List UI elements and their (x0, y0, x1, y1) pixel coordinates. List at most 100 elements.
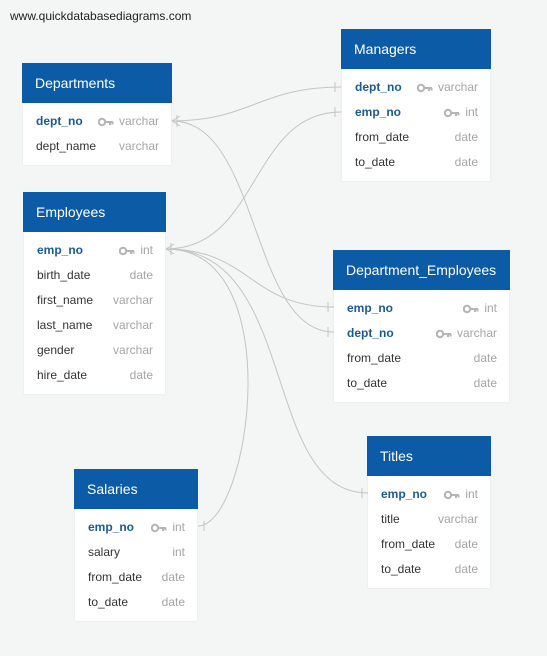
field-name: from_date (88, 570, 143, 584)
field-name: emp_no (88, 520, 135, 534)
field-list: emp_no int salary int from_date date to_date da… (75, 509, 197, 621)
field-type-wrapper: date (455, 150, 478, 175)
field-row-emp-no[interactable]: emp_no int (334, 296, 509, 321)
field-type-wrapper: date (130, 263, 153, 288)
field-type-wrapper: int (119, 238, 153, 263)
field-type: varchar (112, 343, 153, 357)
field-row-gender[interactable]: gender varchar (24, 338, 165, 363)
field-name: from_date (381, 537, 436, 551)
field-name: dept_no (347, 326, 394, 340)
field-row-to-date[interactable]: to_date date (342, 150, 490, 175)
field-row-emp-no[interactable]: emp_no int (342, 100, 490, 125)
field-row-dept-name[interactable]: dept_name varchar (23, 134, 171, 159)
crowsfoot-departments (171, 115, 181, 127)
field-row-hire-date[interactable]: hire_date date (24, 363, 165, 388)
field-row-emp-no[interactable]: emp_no int (24, 238, 165, 263)
field-type: int (140, 243, 153, 257)
field-name: from_date (355, 130, 410, 144)
table-departments[interactable]: Departments dept_no varchar dept_name varch… (22, 63, 172, 165)
field-row-salary[interactable]: salary int (75, 540, 197, 565)
field-name: first_name (37, 293, 94, 307)
table-title: Department_Employees (333, 250, 510, 290)
field-type-wrapper: date (474, 346, 497, 371)
field-name: dept_no (355, 80, 402, 94)
field-row-emp-no[interactable]: emp_no int (368, 482, 490, 507)
table-title: Salaries (74, 469, 198, 509)
link-dept-deptemp (171, 120, 335, 333)
field-row-title[interactable]: title varchar (368, 507, 490, 532)
table-title: Departments (22, 63, 172, 103)
field-type-wrapper: varchar (438, 507, 478, 532)
primary-key-icon (97, 117, 114, 127)
field-type: date (454, 130, 478, 144)
field-name: dept_no (36, 114, 83, 128)
field-name: emp_no (355, 105, 402, 119)
field-row-to-date[interactable]: to_date date (368, 557, 490, 582)
link-emp-titles (165, 248, 369, 494)
link-emp-salaries (165, 248, 249, 527)
table-salaries[interactable]: Salaries emp_no int salary int from_date date… (74, 469, 198, 621)
field-row-dept-no[interactable]: dept_no varchar (334, 321, 509, 346)
field-type: date (129, 268, 153, 282)
field-type-wrapper: int (463, 296, 497, 321)
field-name: title (381, 512, 400, 526)
site-watermark: www.quickdatabasediagrams.com (10, 9, 192, 23)
field-row-emp-no[interactable]: emp_no int (75, 515, 197, 540)
field-row-from-date[interactable]: from_date date (342, 125, 490, 150)
field-row-dept-no[interactable]: dept_no varchar (342, 75, 490, 100)
field-type-wrapper: varchar (435, 321, 497, 346)
field-type: date (454, 537, 478, 551)
primary-key-icon (119, 246, 135, 256)
field-type-wrapper: date (162, 565, 185, 590)
field-type: date (161, 570, 185, 584)
field-type: int (465, 487, 478, 501)
field-type: date (473, 351, 497, 365)
field-row-last-name[interactable]: last_name varchar (24, 313, 165, 338)
field-row-from-date[interactable]: from_date date (334, 346, 509, 371)
field-type: date (129, 368, 153, 382)
field-name: to_date (347, 376, 388, 390)
field-type-wrapper: date (455, 557, 478, 582)
field-type: date (454, 155, 478, 169)
field-type: int (484, 301, 497, 315)
link-emp-deptemp (165, 248, 335, 308)
field-type-wrapper: varchar (113, 288, 153, 313)
primary-key-icon (435, 329, 452, 339)
field-list: emp_no int title varchar from_date date to_dat… (368, 476, 490, 588)
field-name: last_name (37, 318, 93, 332)
field-row-dept-no[interactable]: dept_no varchar (23, 109, 171, 134)
table-managers[interactable]: Managers dept_no varchar emp_no int from_dat… (341, 29, 491, 181)
primary-key-icon (444, 108, 460, 118)
field-name: to_date (88, 595, 129, 609)
field-type: varchar (456, 326, 497, 340)
crowsfoot-employees (165, 243, 175, 255)
field-list: dept_no varchar emp_no int from_date date to_d… (342, 69, 490, 181)
field-name: emp_no (381, 487, 428, 501)
field-type-wrapper: date (162, 590, 185, 615)
field-type: varchar (118, 139, 159, 153)
field-name: to_date (355, 155, 396, 169)
link-dept-managers (171, 86, 342, 122)
table-titles[interactable]: Titles emp_no int title varchar from_date dat… (367, 436, 491, 588)
field-row-birth-date[interactable]: birth_date date (24, 263, 165, 288)
field-type: date (473, 376, 497, 390)
field-type-wrapper: varchar (416, 75, 478, 100)
table-department-employees[interactable]: Department_Employees emp_no int dept_no var… (333, 250, 510, 402)
field-type-wrapper: int (172, 540, 185, 565)
field-name: dept_name (36, 139, 97, 153)
table-title: Employees (23, 192, 166, 232)
primary-key-icon (463, 304, 479, 314)
field-row-to-date[interactable]: to_date date (75, 590, 197, 615)
field-type: date (454, 562, 478, 576)
field-row-to-date[interactable]: to_date date (334, 371, 509, 396)
primary-key-icon (151, 523, 167, 533)
primary-key-icon (444, 490, 460, 500)
table-employees[interactable]: Employees emp_no int birth_date date first_n… (23, 192, 166, 394)
field-row-from-date[interactable]: from_date date (368, 532, 490, 557)
field-list: emp_no int birth_date date first_name varchar… (24, 232, 165, 394)
field-type-wrapper: date (474, 371, 497, 396)
field-row-from-date[interactable]: from_date date (75, 565, 197, 590)
field-type: date (161, 595, 185, 609)
field-row-first-name[interactable]: first_name varchar (24, 288, 165, 313)
